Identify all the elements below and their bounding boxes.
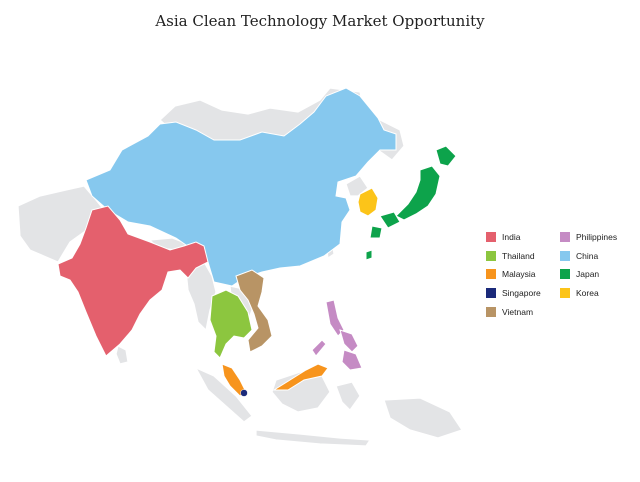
- legend-item: India: [486, 228, 541, 246]
- sulawesi-region: [335, 381, 361, 411]
- legend-item: Korea: [560, 284, 617, 302]
- legend-item: Vietnam: [486, 303, 541, 321]
- legend-label: Korea: [576, 288, 599, 299]
- india-region: [57, 205, 209, 357]
- legend-swatch-icon: [560, 250, 570, 261]
- legend-swatch-icon: [486, 306, 496, 317]
- sri-lanka-region: [115, 345, 129, 365]
- japan-region: [365, 145, 457, 261]
- myanmar-region: [185, 261, 217, 332]
- singapore-marker: [240, 389, 248, 397]
- legend-swatch-icon: [560, 288, 570, 299]
- legend-swatch-icon: [560, 232, 570, 242]
- philippines-region: [311, 299, 363, 371]
- legend-swatch-icon: [486, 288, 496, 299]
- legend-label: Philippines: [576, 232, 618, 242]
- legend-swatch-icon: [486, 232, 496, 242]
- malaysia-borneo-region: [272, 363, 329, 391]
- sumatra-region: [194, 366, 253, 423]
- thailand-region: [209, 289, 253, 359]
- legend-swatch-icon: [486, 250, 496, 261]
- legend-item: Thailand: [486, 247, 541, 265]
- legend-swatch-icon: [560, 269, 570, 280]
- new-guinea-region: [383, 397, 463, 439]
- legend-label: China: [576, 250, 599, 261]
- legend-item: Philippines: [560, 228, 617, 246]
- legend-column-1: India Thailand Malaysia Singapore Vietnam: [486, 228, 541, 321]
- legend-label: Thailand: [502, 250, 535, 261]
- legend-label: India: [502, 232, 521, 242]
- java-region: [255, 429, 372, 447]
- legend-item: China: [560, 247, 617, 265]
- legend-label: Malaysia: [502, 269, 536, 280]
- legend-column-2: Philippines China Japan Korea: [560, 228, 617, 303]
- legend-item: Singapore: [486, 284, 541, 302]
- korea-region: [357, 187, 379, 217]
- legend-swatch-icon: [486, 269, 496, 280]
- vietnam-region: [235, 269, 273, 353]
- china-region: [85, 87, 397, 287]
- map-title: Asia Clean Technology Market Opportunity: [155, 12, 485, 30]
- legend-item: Japan: [560, 265, 617, 283]
- legend-label: Vietnam: [502, 306, 534, 317]
- legend-label: Japan: [576, 269, 600, 280]
- legend-label: Singapore: [502, 288, 541, 299]
- legend-item: Malaysia: [486, 265, 541, 283]
